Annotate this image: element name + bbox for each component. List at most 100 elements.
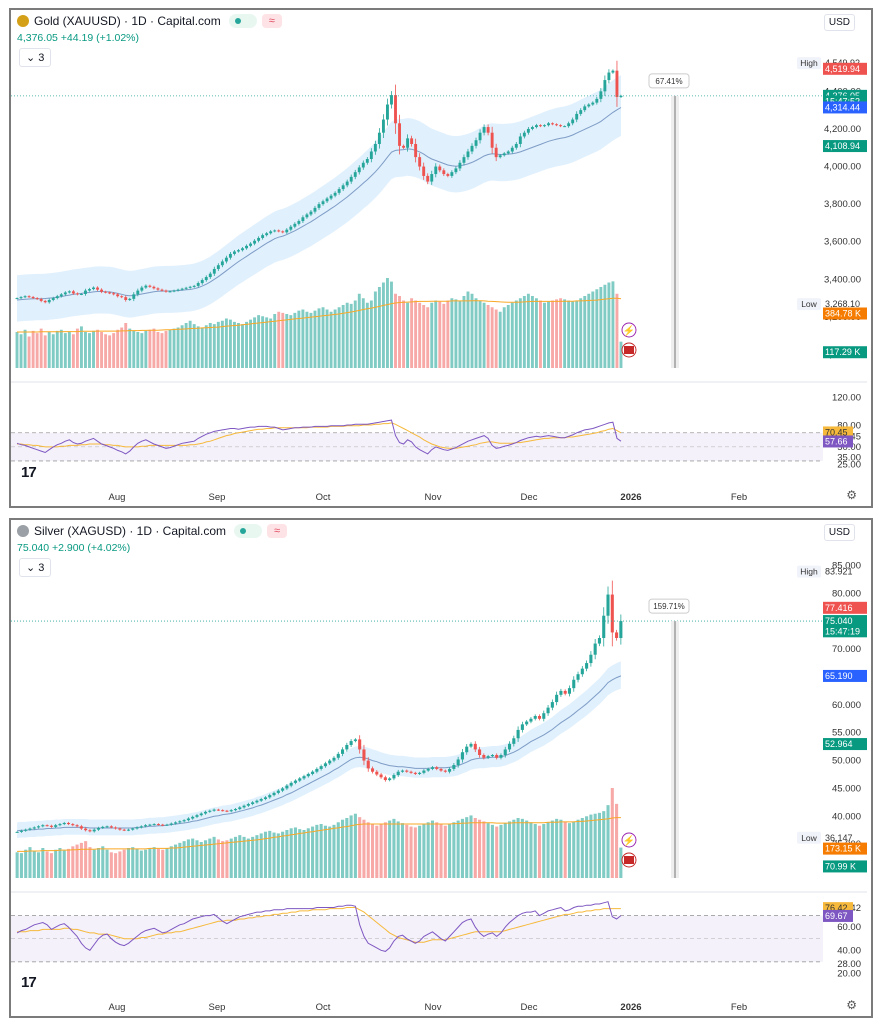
volume-bar [116, 329, 120, 368]
price-tag-high [797, 57, 821, 70]
volume-bar [525, 820, 529, 878]
candle-body [144, 825, 148, 827]
indicator-layers-toggle[interactable]: ⌄ 3 [19, 48, 52, 67]
candle-body [439, 768, 443, 771]
settings-gear-icon[interactable]: ⚙ [846, 998, 857, 1012]
volume-bar [370, 824, 375, 878]
candle-body [499, 755, 503, 758]
candle-body [430, 174, 434, 182]
candle-body [276, 790, 280, 793]
volume-bar [186, 839, 190, 878]
market-open-icon [228, 14, 257, 28]
candle-body [539, 125, 542, 127]
volume-bar [261, 316, 265, 368]
candle-body [71, 824, 75, 826]
volume-bar [430, 302, 434, 368]
volume-bar [229, 838, 233, 878]
candle-body [402, 145, 406, 148]
volume-bar [595, 289, 599, 368]
volume-bar [490, 307, 494, 368]
time-axis-tick: Dec [521, 492, 538, 503]
currency-select[interactable]: USD [823, 524, 855, 541]
candle-body [603, 80, 607, 92]
candle-body [559, 690, 563, 695]
tradingview-logo[interactable]: 17 [21, 974, 37, 991]
candle-body [257, 237, 261, 241]
candle-body [502, 153, 506, 156]
price-axis-tick: 55.000 [832, 728, 861, 739]
candle-body [311, 771, 315, 774]
volume-bar [15, 852, 19, 878]
candle-body [361, 162, 365, 168]
data-delay-icon[interactable]: ≈ [267, 524, 288, 538]
rsi-ma-line [17, 422, 622, 449]
candle-body [71, 291, 75, 294]
candle-body [139, 826, 143, 828]
volume-bar [237, 323, 240, 368]
volume-bar [105, 849, 109, 878]
settings-gear-icon[interactable]: ⚙ [846, 488, 857, 502]
candle-body [585, 663, 589, 669]
candle-body [28, 828, 32, 830]
volume-bar [452, 822, 456, 878]
candle-body [525, 721, 529, 725]
indicator-layers-toggle[interactable]: ⌄ 3 [19, 558, 52, 577]
symbol-title[interactable]: Gold (XAUUSD) · 1D · Capital.com [34, 14, 221, 28]
volume-bar [610, 788, 614, 878]
volume-bar [253, 317, 257, 368]
tradingview-logo[interactable]: 17 [21, 464, 37, 481]
price-label: 3,268.10 [825, 299, 860, 309]
candle-body [520, 724, 524, 730]
price-tag-text: High [800, 567, 818, 577]
candle-body [281, 231, 285, 233]
volume-bar [139, 850, 143, 878]
volume-bar [84, 841, 88, 878]
candle-body [388, 778, 392, 781]
candle-body [241, 248, 244, 251]
candle-body [478, 132, 482, 141]
volume-bar [165, 848, 169, 878]
volume-bar [191, 838, 195, 878]
candle-body [591, 102, 595, 105]
candle-body [136, 290, 140, 295]
volume-bar [414, 300, 418, 368]
price-chart-canvas[interactable]: 159.71%⚡85.00080.00070.00065.00060.00055… [11, 520, 871, 1016]
candle-body [386, 104, 389, 120]
candle-body [100, 289, 104, 292]
price-label-box [823, 140, 867, 153]
volume-bar [381, 282, 385, 368]
price-label: 117.29 K [825, 347, 860, 357]
candle-body [551, 123, 554, 125]
volume-bar [443, 825, 447, 878]
candle-body [203, 811, 208, 814]
volume-bar [164, 330, 168, 368]
price-chart-canvas[interactable]: 67.41%⚡4,400.004,200.004,000.003,800.003… [11, 10, 871, 506]
volume-bar [285, 830, 289, 878]
candle-body [313, 207, 317, 212]
data-delay-icon[interactable]: ≈ [261, 14, 282, 28]
candle-body [443, 770, 447, 772]
currency-select[interactable]: USD [823, 14, 855, 31]
volume-bar [75, 844, 79, 878]
volume-bar [398, 296, 401, 368]
price-quote: 75.040 +2.900 (+4.02%) [17, 542, 130, 554]
price-label-box [823, 101, 867, 114]
volume-bar [71, 846, 75, 878]
volume-bar [144, 330, 148, 368]
volume-bar [63, 333, 67, 368]
rsi-ma-value: 76.42 [825, 903, 848, 913]
candle-body [109, 826, 113, 828]
volume-bar [156, 848, 160, 878]
candle-body [383, 777, 387, 781]
symbol-title[interactable]: Silver (XAGUSD) · 1D · Capital.com [34, 524, 227, 538]
candle-body [413, 772, 417, 774]
volume-bar [383, 822, 387, 878]
candle-body [442, 170, 446, 175]
candle-body [174, 822, 178, 824]
price-axis-tick: 70.000 [832, 644, 861, 655]
volume-bar [506, 305, 510, 368]
volume-bar [529, 822, 533, 878]
volume-bar [15, 332, 19, 368]
candle-body [567, 123, 571, 127]
price-label: 77.416 [825, 603, 853, 613]
